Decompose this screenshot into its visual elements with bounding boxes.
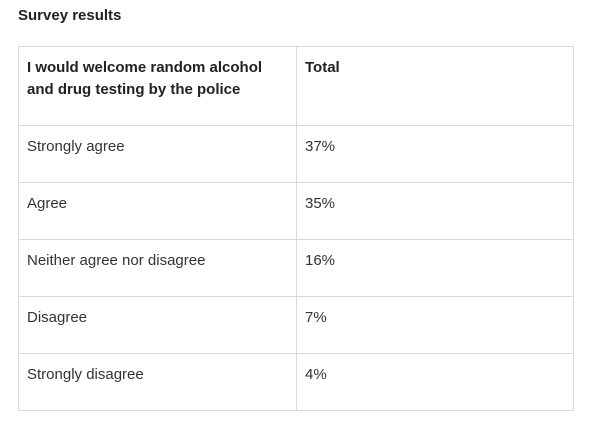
table-row: Strongly disagree 4%: [18, 353, 574, 411]
table-row: Neither agree nor disagree 16%: [18, 239, 574, 297]
row-total: 37%: [296, 125, 574, 183]
survey-results-table: I would welcome random alcohol and drug …: [18, 46, 574, 411]
row-total: 35%: [296, 182, 574, 240]
row-total: 16%: [296, 239, 574, 297]
table-row: Disagree 7%: [18, 296, 574, 354]
column-header-total: Total: [296, 46, 574, 126]
survey-title: Survey results: [18, 7, 122, 24]
row-total: 7%: [296, 296, 574, 354]
row-label: Agree: [18, 182, 297, 240]
table-row: Strongly agree 37%: [18, 125, 574, 183]
row-label: Neither agree nor disagree: [18, 239, 297, 297]
row-label: Disagree: [18, 296, 297, 354]
row-label: Strongly disagree: [18, 353, 297, 411]
row-total: 4%: [296, 353, 574, 411]
table-row: Agree 35%: [18, 182, 574, 240]
row-label: Strongly agree: [18, 125, 297, 183]
table-header-row: I would welcome random alcohol and drug …: [18, 46, 574, 126]
column-header-statement: I would welcome random alcohol and drug …: [18, 46, 297, 126]
